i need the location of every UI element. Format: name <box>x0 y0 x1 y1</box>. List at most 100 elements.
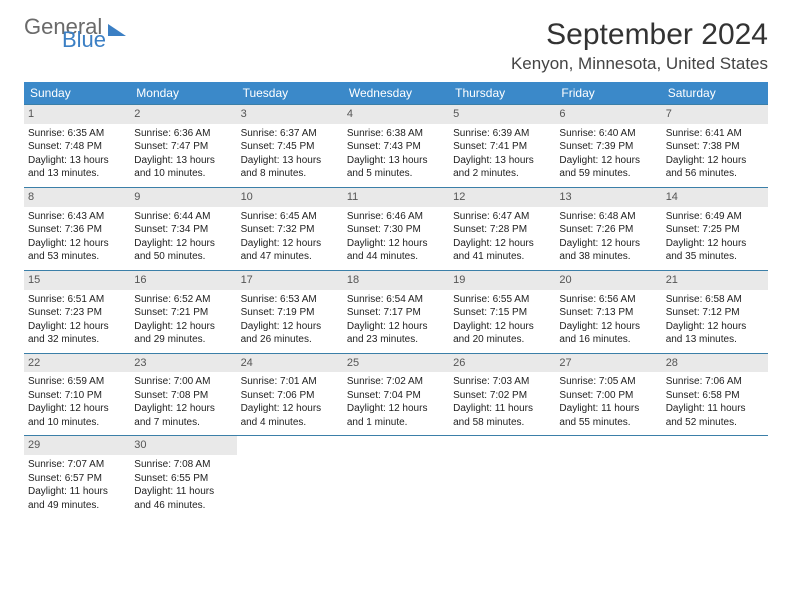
day-detail: Sunset: 7:39 PM <box>559 140 657 154</box>
day-cell: 22Sunrise: 6:59 AMSunset: 7:10 PMDayligh… <box>24 354 130 436</box>
day-detail: and 16 minutes. <box>559 333 657 347</box>
day-detail: Sunrise: 6:38 AM <box>347 127 445 141</box>
day-cell: 6Sunrise: 6:40 AMSunset: 7:39 PMDaylight… <box>555 105 661 187</box>
day-cell: 4Sunrise: 6:38 AMSunset: 7:43 PMDaylight… <box>343 105 449 187</box>
calendar: SundayMondayTuesdayWednesdayThursdayFrid… <box>24 82 768 518</box>
logo-triangle-icon <box>108 24 126 36</box>
day-detail: and 4 minutes. <box>241 416 339 430</box>
day-number: 12 <box>449 188 555 207</box>
day-detail: and 5 minutes. <box>347 167 445 181</box>
day-detail: Sunset: 7:45 PM <box>241 140 339 154</box>
day-detail: Sunrise: 6:56 AM <box>559 293 657 307</box>
day-number: 10 <box>237 188 343 207</box>
day-detail: and 55 minutes. <box>559 416 657 430</box>
page-header: General Blue September 2024 Kenyon, Minn… <box>24 18 768 74</box>
day-detail: Sunset: 7:19 PM <box>241 306 339 320</box>
title-block: September 2024 Kenyon, Minnesota, United… <box>511 18 768 74</box>
day-detail: Daylight: 12 hours <box>347 320 445 334</box>
month-title: September 2024 <box>511 18 768 52</box>
day-detail: and 41 minutes. <box>453 250 551 264</box>
day-detail: Sunset: 7:38 PM <box>666 140 764 154</box>
calendar-body: 1Sunrise: 6:35 AMSunset: 7:48 PMDaylight… <box>24 104 768 518</box>
day-detail: Daylight: 12 hours <box>453 320 551 334</box>
day-detail: and 1 minute. <box>347 416 445 430</box>
day-detail: Daylight: 12 hours <box>347 402 445 416</box>
day-detail: and 58 minutes. <box>453 416 551 430</box>
weekday-header: Tuesday <box>237 82 343 104</box>
day-number: 15 <box>24 271 130 290</box>
day-detail: Sunset: 7:13 PM <box>559 306 657 320</box>
day-cell: 9Sunrise: 6:44 AMSunset: 7:34 PMDaylight… <box>130 188 236 270</box>
day-detail: and 44 minutes. <box>347 250 445 264</box>
day-detail: Daylight: 12 hours <box>241 237 339 251</box>
day-cell: 5Sunrise: 6:39 AMSunset: 7:41 PMDaylight… <box>449 105 555 187</box>
day-detail: Daylight: 12 hours <box>666 154 764 168</box>
day-detail: Daylight: 12 hours <box>241 320 339 334</box>
day-cell <box>449 436 555 518</box>
day-detail: Sunrise: 7:07 AM <box>28 458 126 472</box>
day-detail: Sunrise: 7:08 AM <box>134 458 232 472</box>
day-detail: Sunrise: 6:58 AM <box>666 293 764 307</box>
day-detail: and 23 minutes. <box>347 333 445 347</box>
day-detail: Sunset: 7:06 PM <box>241 389 339 403</box>
day-number: 19 <box>449 271 555 290</box>
day-detail: Sunrise: 6:46 AM <box>347 210 445 224</box>
day-detail: Sunrise: 7:02 AM <box>347 375 445 389</box>
week-row: 15Sunrise: 6:51 AMSunset: 7:23 PMDayligh… <box>24 270 768 353</box>
day-detail: Sunset: 7:47 PM <box>134 140 232 154</box>
day-detail: Daylight: 11 hours <box>28 485 126 499</box>
day-detail: Sunrise: 6:36 AM <box>134 127 232 141</box>
day-detail: Sunrise: 6:59 AM <box>28 375 126 389</box>
day-detail: Daylight: 12 hours <box>453 237 551 251</box>
day-cell: 15Sunrise: 6:51 AMSunset: 7:23 PMDayligh… <box>24 271 130 353</box>
day-cell: 18Sunrise: 6:54 AMSunset: 7:17 PMDayligh… <box>343 271 449 353</box>
day-detail: Daylight: 12 hours <box>241 402 339 416</box>
day-cell: 23Sunrise: 7:00 AMSunset: 7:08 PMDayligh… <box>130 354 236 436</box>
day-cell: 7Sunrise: 6:41 AMSunset: 7:38 PMDaylight… <box>662 105 768 187</box>
day-number <box>343 436 449 455</box>
day-cell: 10Sunrise: 6:45 AMSunset: 7:32 PMDayligh… <box>237 188 343 270</box>
day-detail: and 47 minutes. <box>241 250 339 264</box>
day-number: 4 <box>343 105 449 124</box>
day-detail: and 32 minutes. <box>28 333 126 347</box>
day-detail: Daylight: 12 hours <box>134 320 232 334</box>
day-detail: and 26 minutes. <box>241 333 339 347</box>
day-number <box>449 436 555 455</box>
day-number: 17 <box>237 271 343 290</box>
day-cell: 17Sunrise: 6:53 AMSunset: 7:19 PMDayligh… <box>237 271 343 353</box>
day-cell: 30Sunrise: 7:08 AMSunset: 6:55 PMDayligh… <box>130 436 236 518</box>
day-number: 9 <box>130 188 236 207</box>
weekday-header: Wednesday <box>343 82 449 104</box>
logo-line2: Blue <box>62 31 106 50</box>
day-detail: Sunset: 7:00 PM <box>559 389 657 403</box>
week-row: 8Sunrise: 6:43 AMSunset: 7:36 PMDaylight… <box>24 187 768 270</box>
day-number <box>237 436 343 455</box>
day-detail: Sunset: 7:41 PM <box>453 140 551 154</box>
day-detail: Daylight: 12 hours <box>28 402 126 416</box>
day-detail: Sunrise: 6:55 AM <box>453 293 551 307</box>
day-detail: and 38 minutes. <box>559 250 657 264</box>
day-cell: 20Sunrise: 6:56 AMSunset: 7:13 PMDayligh… <box>555 271 661 353</box>
day-cell: 19Sunrise: 6:55 AMSunset: 7:15 PMDayligh… <box>449 271 555 353</box>
day-number: 11 <box>343 188 449 207</box>
day-detail: Sunset: 7:12 PM <box>666 306 764 320</box>
weekday-header: Friday <box>555 82 661 104</box>
day-detail: and 2 minutes. <box>453 167 551 181</box>
day-cell: 16Sunrise: 6:52 AMSunset: 7:21 PMDayligh… <box>130 271 236 353</box>
day-detail: Sunrise: 6:44 AM <box>134 210 232 224</box>
day-detail: Sunrise: 6:52 AM <box>134 293 232 307</box>
day-number: 18 <box>343 271 449 290</box>
day-number: 30 <box>130 436 236 455</box>
day-detail: Sunrise: 6:45 AM <box>241 210 339 224</box>
day-number: 14 <box>662 188 768 207</box>
day-detail: Sunrise: 6:51 AM <box>28 293 126 307</box>
day-detail: Sunrise: 7:01 AM <box>241 375 339 389</box>
day-cell <box>662 436 768 518</box>
day-cell: 27Sunrise: 7:05 AMSunset: 7:00 PMDayligh… <box>555 354 661 436</box>
day-detail: Daylight: 12 hours <box>134 402 232 416</box>
day-number: 28 <box>662 354 768 373</box>
day-detail: Sunset: 7:17 PM <box>347 306 445 320</box>
day-detail: Daylight: 12 hours <box>559 320 657 334</box>
day-number <box>662 436 768 455</box>
day-cell: 28Sunrise: 7:06 AMSunset: 6:58 PMDayligh… <box>662 354 768 436</box>
